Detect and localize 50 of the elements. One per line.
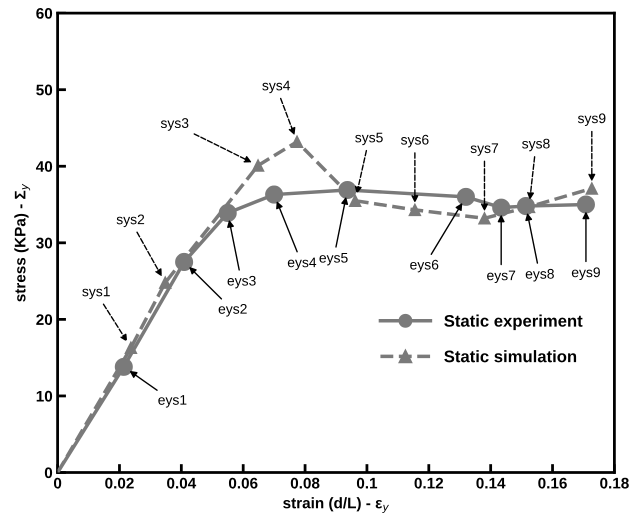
y-tick-label: 50 xyxy=(36,84,52,96)
point xyxy=(290,136,304,148)
x-tick-label: 0.06 xyxy=(228,478,258,489)
legend-label: Static experiment xyxy=(444,314,582,330)
annotation: sys5 xyxy=(355,132,383,146)
point xyxy=(124,341,138,354)
annotation: sys1 xyxy=(82,286,110,300)
x-tick-label: 0.12 xyxy=(414,478,444,489)
x-tick-label: 0.14 xyxy=(476,478,506,489)
y-tick-label: 60 xyxy=(36,8,52,19)
point xyxy=(576,196,595,214)
x-axis-title: strain (d/L) - ε$_{y}$ xyxy=(283,497,389,513)
annotation: sys7 xyxy=(470,143,498,156)
x-tick-label: 0.16 xyxy=(538,478,567,489)
point xyxy=(408,204,422,216)
annotation: sys6 xyxy=(400,134,429,148)
annotation: sys8 xyxy=(522,138,550,152)
annotation: sys4 xyxy=(262,80,290,94)
annotation: eys2 xyxy=(218,304,247,317)
x-tick-label: 0 xyxy=(54,478,62,489)
annotation: eys9 xyxy=(572,267,600,280)
y-tick-label: 0 xyxy=(44,467,52,478)
point xyxy=(586,182,598,195)
y-tick-label: 40 xyxy=(36,161,52,172)
annotation: eys6 xyxy=(410,260,438,272)
y-tick-label: 10 xyxy=(36,390,52,402)
point xyxy=(265,186,284,204)
y-tick-label: 20 xyxy=(36,314,52,326)
annotation: sys3 xyxy=(160,118,188,131)
point xyxy=(252,159,264,172)
x-tick-label: 0.08 xyxy=(290,478,320,489)
annotation: eys4 xyxy=(288,258,316,270)
y-tick-label: 30 xyxy=(36,238,52,249)
annotation: eys5 xyxy=(319,252,348,266)
annotation: eys3 xyxy=(228,276,256,288)
x-tick-label: 0.02 xyxy=(105,478,134,489)
point xyxy=(478,212,491,225)
point xyxy=(456,188,475,206)
y-axis-title: stress (KPa) - Σ$_{y}$ xyxy=(14,184,30,302)
x-tick-label: 0.04 xyxy=(167,478,196,489)
point xyxy=(159,276,172,289)
annotation: sys2 xyxy=(116,214,144,228)
annotation: eys1 xyxy=(158,395,186,408)
x-tick-label: 0.18 xyxy=(600,478,629,489)
annotation: eys8 xyxy=(526,268,554,282)
annotation: eys7 xyxy=(487,270,516,284)
point xyxy=(348,194,362,207)
legend-label: Static simulation xyxy=(444,350,576,362)
annotation: sys9 xyxy=(578,113,606,126)
x-tick-label: 0.1 xyxy=(356,478,378,489)
